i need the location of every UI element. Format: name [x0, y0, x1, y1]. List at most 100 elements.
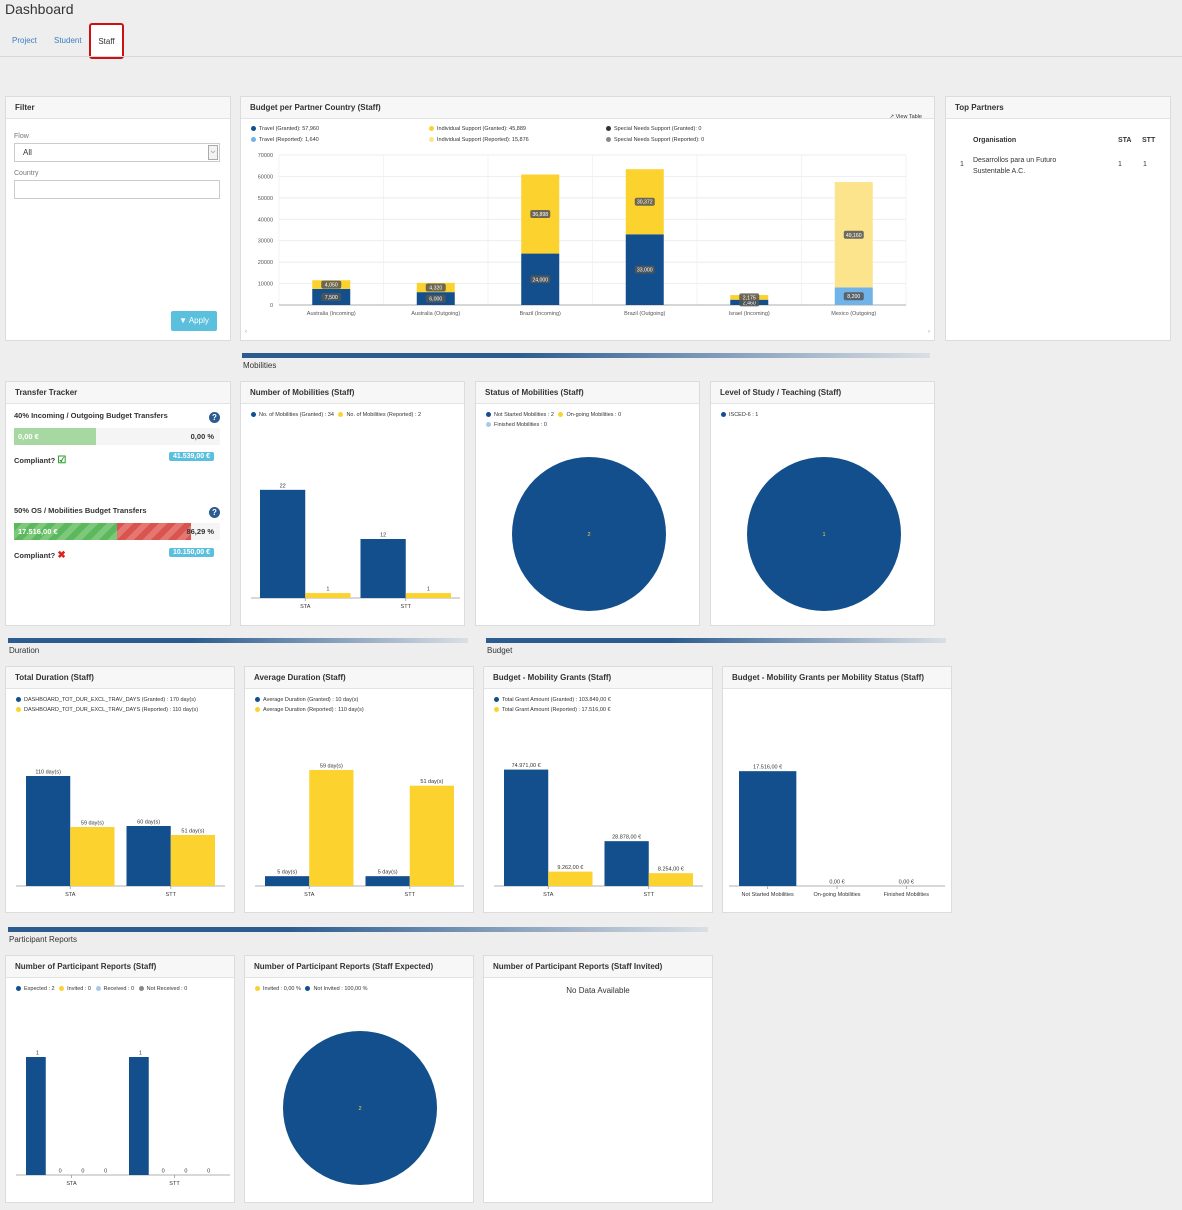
legend-item: Individual Support (Granted): 45,889 [429, 126, 526, 132]
pie-slice [512, 457, 666, 611]
pr-count-title: Number of Participant Reports (Staff) [6, 956, 234, 978]
bar [548, 871, 593, 886]
legend-label: Special Needs Support (Granted): 0 [614, 126, 702, 132]
tab-staff[interactable]: Staff [89, 23, 124, 59]
data-label: 8,200 [847, 294, 860, 300]
pie-label: 1 [822, 532, 825, 538]
legend-dot-icon [305, 986, 311, 992]
view-table-link[interactable]: ↗ View Table [889, 114, 922, 120]
filter-panel: Filter Flow All ⌵ Country ▼ Apply [5, 96, 231, 341]
data-label-bg [843, 292, 864, 301]
x-tick-label: Israel (Incoming) [729, 311, 770, 317]
legend-label: Not Received : 0 [146, 986, 188, 992]
legend-dot-icon [59, 986, 65, 992]
transfer1-progress-fill [14, 428, 97, 445]
transfer2-title: 50% OS / Mobilities Budget Transfers [14, 506, 147, 515]
legend-label: Invited : 0 [67, 986, 91, 992]
data-label: 1 [36, 1051, 39, 1057]
legend-dot-icon [429, 137, 434, 143]
bar [265, 876, 310, 886]
pr-count-chart: 1 0 0 0 STA 1 0 0 0 STT [16, 1051, 230, 1187]
x-tick-label: On-going Mobilities [813, 892, 860, 898]
legend-item: No. of Mobilities (Granted) : 34 No. of … [251, 412, 421, 418]
data-label: 12 [380, 533, 386, 539]
chart-scrollbar[interactable]: ‹ › [243, 329, 932, 337]
filter-title: Filter [6, 97, 230, 119]
avg-duration-chart: 5 day(s) 59 day(s) STA 5 day(s) 51 day(s) STT [255, 763, 464, 898]
transfer2-compliant: Compliant? ✖ [14, 550, 66, 561]
duration-section-bar [8, 638, 468, 643]
partner-organisation: Desarrollos para un Futuro Sustentable A… [973, 157, 1057, 175]
legend-item: Travel (Reported): 1,640 [251, 137, 319, 143]
pie-label: 2 [358, 1106, 361, 1112]
legend-item: Special Needs Support (Granted): 0 [606, 126, 701, 132]
data-label: 22 [280, 483, 286, 489]
data-label: 24,000 [532, 277, 548, 283]
grants-status-panel: Budget - Mobility Grants per Mobility St… [722, 666, 952, 913]
data-label-bg [530, 275, 551, 284]
x-tick-label: Finished Mobilities [884, 892, 929, 898]
help-icon[interactable]: ? [209, 507, 220, 518]
legend-item: Average Duration (Granted) : 10 day(s) [255, 697, 358, 703]
transfer1-compliant: Compliant? ☑ [14, 455, 66, 466]
page-title: Dashboard [5, 1, 74, 17]
legend-label: Individual Support (Granted): 45,889 [437, 126, 526, 132]
legend-item: Special Needs Support (Reported): 0 [606, 137, 704, 143]
apply-button[interactable]: ▼ Apply [171, 311, 217, 331]
data-label: 0 [59, 1169, 62, 1175]
cross-icon: ✖ [57, 550, 66, 561]
bar [309, 769, 354, 886]
legend-dot-icon [251, 126, 256, 132]
check-icon: ☑ [57, 455, 67, 466]
data-label-bg [739, 293, 760, 302]
data-label-bg [321, 280, 342, 289]
chevron-right-icon[interactable]: › [928, 329, 930, 335]
y-tick-label: 10000 [258, 282, 273, 288]
tab-student[interactable]: Student [54, 36, 82, 45]
chevron-down-icon[interactable]: ⌵ [208, 145, 218, 160]
pie-label: 2 [587, 532, 590, 538]
col-sta: STA [1118, 137, 1132, 144]
legend-label: Travel (Granted): 57,960 [259, 126, 320, 132]
legend-item: Travel (Granted): 57,960 [251, 126, 319, 132]
legend-dot-icon [338, 412, 344, 418]
chevron-left-icon[interactable]: ‹ [245, 329, 247, 335]
legend-item: Total Grant Amount (Granted) : 103.849,0… [494, 697, 611, 703]
pr-expected-title: Number of Participant Reports (Staff Exp… [245, 956, 473, 978]
x-tick-label: STA [300, 604, 311, 610]
legend-dot-icon [255, 986, 260, 992]
x-tick-label: Mexico (Outgoing) [831, 311, 876, 317]
bar [648, 873, 693, 886]
transfer1-title: 40% Incoming / Outgoing Budget Transfers [14, 411, 168, 420]
transfer1-progress: 0,00 € 0,00 % [14, 428, 220, 445]
pr-expected-chart: 2 [283, 1031, 437, 1185]
tab-project[interactable]: Project [12, 36, 37, 45]
data-label: 51 day(s) [420, 779, 443, 785]
bar [260, 489, 306, 598]
grants-title: Budget - Mobility Grants (Staff) [484, 667, 712, 689]
y-tick-label: 0 [270, 303, 273, 309]
help-icon[interactable]: ? [209, 412, 220, 423]
x-tick-label: STA [304, 892, 315, 898]
duration-section-label: Duration [9, 646, 40, 655]
transfer1-badge: 41.539,00 € [169, 452, 214, 461]
data-label: 1 [427, 587, 430, 593]
num-mobilities-panel: Number of Mobilities (Staff) No. of Mobi… [240, 381, 465, 626]
grants-status-chart: 17.516,00 € Not Started Mobilities 0,00 € O… [729, 765, 945, 898]
data-label: 5 day(s) [378, 870, 398, 876]
flow-select[interactable]: All ⌵ [14, 143, 220, 162]
country-input[interactable] [14, 180, 220, 199]
x-tick-label: Australia (Outgoing) [411, 311, 460, 317]
legend-label: Not Invited : 100,00 % [313, 986, 368, 992]
legend-label: Individual Support (Reported): 15,876 [437, 137, 529, 143]
avg-duration-panel: Average Duration (Staff) Average Duratio… [244, 666, 474, 913]
bar [739, 771, 797, 886]
legend-dot-icon [494, 707, 499, 713]
data-label: 28.878,00 € [612, 835, 641, 841]
data-label: 0 [81, 1169, 84, 1175]
status-mobilities-title: Status of Mobilities (Staff) [476, 382, 699, 404]
data-label: 60 day(s) [137, 820, 160, 826]
x-tick-label: STT [401, 604, 412, 610]
total-duration-title: Total Duration (Staff) [6, 667, 234, 689]
tab-divider [0, 56, 1182, 57]
